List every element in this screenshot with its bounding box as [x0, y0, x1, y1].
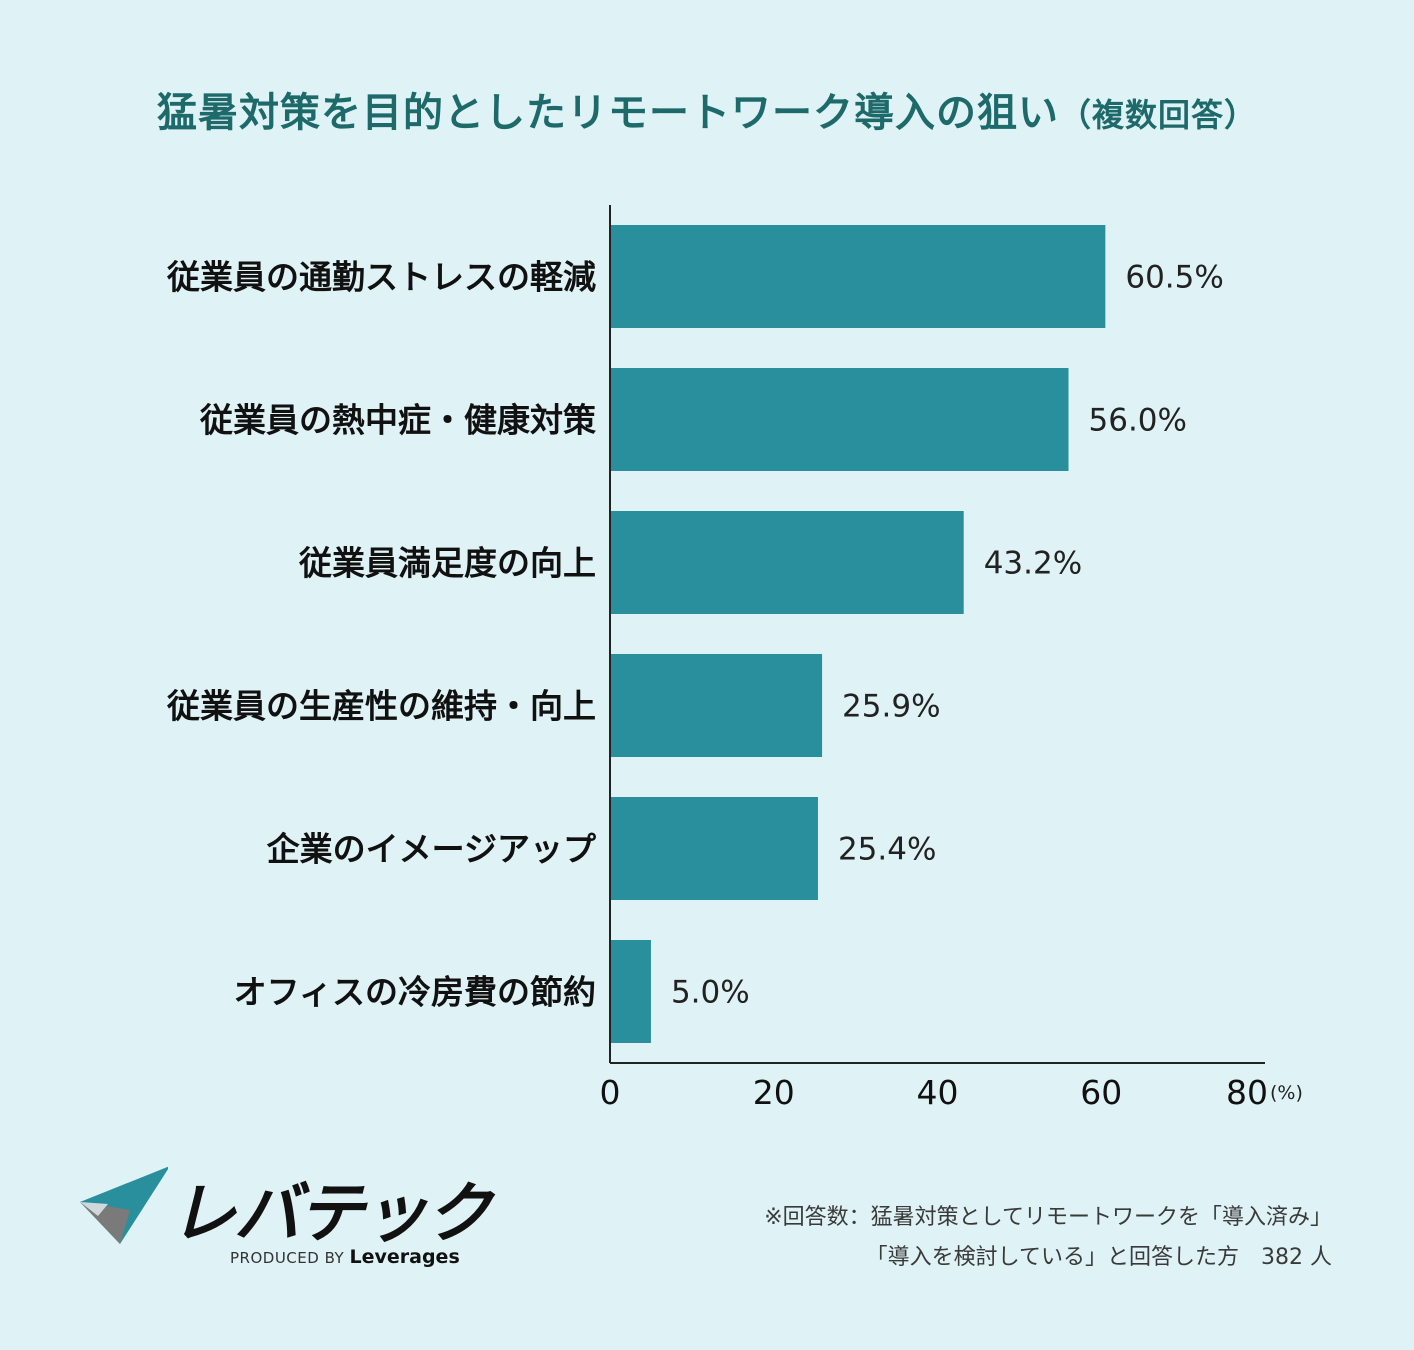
bar: [610, 511, 964, 614]
x-tick-label: 80: [1226, 1073, 1268, 1112]
bar-value-label: 25.9%: [842, 689, 940, 725]
chart-title: 猛暑対策を目的としたリモートワーク導入の狙い（複数回答）: [0, 80, 1414, 138]
leverages-logo: レバテック PRODUCED BY Leverages: [78, 1160, 492, 1270]
logo-name: レバテック: [170, 1175, 492, 1252]
bar-value-label: 56.0%: [1089, 403, 1187, 439]
title-subtitle: （複数回答）: [1058, 96, 1257, 134]
logo-mark-icon: [80, 1166, 168, 1244]
x-tick-label: 40: [917, 1073, 959, 1112]
bar: [610, 654, 823, 757]
category-label: 従業員満足度の向上: [298, 544, 596, 583]
category-label: 従業員の通勤ストレスの軽減: [166, 258, 596, 297]
bar-chart: 60.5% 従業員の通勤ストレスの軽減 56.0% 従業員の熱中症・健康対策 43.2%…: [166, 205, 1303, 1112]
produced-prefix: PRODUCED BY: [230, 1249, 345, 1267]
footnote-line-1: ※回答数：猛暑対策としてリモートワークを「導入済み」: [764, 1205, 1332, 1230]
footnote: ※回答数：猛暑対策としてリモートワークを「導入済み」 「導入を検討している」と回…: [632, 1198, 1332, 1278]
footnote-line-2: 「導入を検討している」と回答した方 382 人: [865, 1245, 1332, 1270]
category-label: オフィスの冷房費の節約: [234, 973, 596, 1012]
x-tick-label: 20: [753, 1073, 795, 1112]
bar-value-label: 5.0%: [671, 975, 750, 1011]
bar-value-label: 25.4%: [838, 832, 936, 868]
bar-value-label: 43.2%: [984, 546, 1082, 582]
category-label: 従業員の生産性の維持・向上: [166, 687, 596, 726]
bar: [610, 797, 818, 900]
bar: [610, 225, 1106, 328]
produced-brand: Leverages: [349, 1246, 460, 1268]
bar: [610, 940, 651, 1043]
category-label: 企業のイメージアップ: [267, 830, 597, 869]
title-main: 猛暑対策を目的としたリモートワーク導入の狙い: [156, 90, 1059, 136]
x-unit-label: (%): [1270, 1082, 1303, 1104]
bar: [610, 368, 1069, 471]
logo-produced-by: PRODUCED BY Leverages: [230, 1246, 460, 1268]
x-tick-label: 60: [1080, 1073, 1122, 1112]
x-tick-label: 0: [600, 1073, 621, 1112]
bar-value-label: 60.5%: [1125, 260, 1223, 296]
category-label: 従業員の熱中症・健康対策: [199, 401, 596, 440]
